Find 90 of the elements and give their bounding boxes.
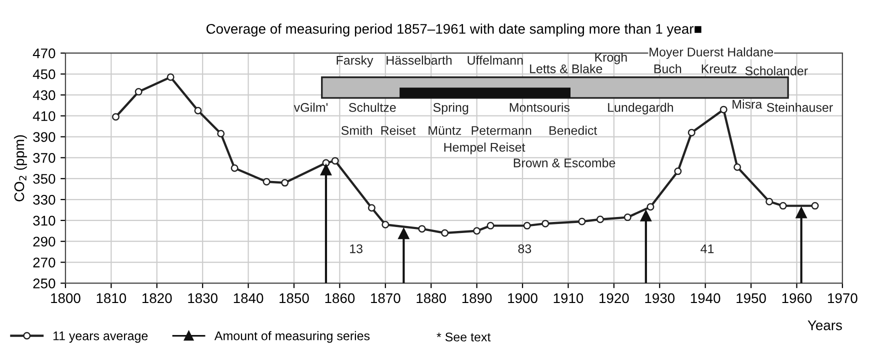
text: * See text	[436, 332, 491, 342]
x-tick-label: 1910	[554, 293, 584, 304]
annotation: Krogh	[595, 52, 627, 64]
annotation: Buch	[654, 64, 682, 74]
x-tick-label: 1970	[828, 293, 858, 304]
annotation: Hempel Reiset	[444, 142, 526, 154]
annotation: Moyer Duerst Haldane	[650, 47, 774, 59]
point	[688, 128, 696, 136]
y-tick-label: 330	[33, 194, 56, 205]
annotation: Misra	[732, 100, 762, 109]
point	[230, 164, 238, 172]
annotation: 13	[350, 244, 362, 254]
x-tick-label: 1900	[508, 293, 538, 304]
point	[734, 163, 742, 171]
annotation: Petermann	[472, 126, 532, 135]
annotation: 83	[518, 244, 532, 254]
x-tick-label: 1810	[96, 293, 126, 304]
x-tick-label: 1800	[51, 293, 80, 304]
point	[134, 88, 142, 96]
y-tick-label: 470	[32, 48, 56, 58]
x-tick-label: 1920	[600, 293, 629, 304]
point	[331, 157, 339, 165]
point	[674, 168, 682, 176]
annotation: Farsky	[336, 56, 374, 68]
y-tick-label: 290	[33, 236, 56, 247]
y-tick-label: 410	[32, 111, 56, 122]
annotation: Steinhauser	[766, 102, 833, 112]
annotation: Müntz	[428, 126, 462, 135]
point	[578, 218, 586, 226]
x-tick-label: 1930	[645, 293, 675, 304]
x-tick-label: 1830	[188, 293, 218, 304]
point	[281, 179, 289, 187]
x-tick-label: 1820	[142, 293, 172, 304]
x-tick-label: 1860	[325, 293, 355, 304]
annotation: 41	[700, 244, 714, 254]
point	[382, 220, 390, 228]
y-tick-label: 390	[33, 132, 56, 142]
annotation: Lundegardh	[608, 102, 673, 114]
point	[418, 225, 426, 233]
annotation: Brown & Escombe	[514, 158, 616, 168]
point	[112, 113, 120, 121]
x-tick-label: 1940	[690, 293, 720, 304]
point	[766, 198, 774, 206]
point	[194, 106, 202, 114]
x-tick-label: 1840	[234, 293, 264, 304]
point	[441, 229, 449, 237]
annotation: vGilm'	[294, 102, 328, 112]
point	[166, 73, 174, 81]
point	[779, 202, 787, 210]
x-tick-label: 1960	[782, 293, 812, 304]
y-tick-label: 350	[33, 174, 56, 184]
point	[646, 203, 654, 211]
x-tick-label: 1880	[416, 293, 446, 304]
x-tick-label: 1850	[280, 293, 309, 304]
annotation: Reiset	[381, 126, 416, 135]
legend-label: 11 years average	[53, 332, 148, 343]
x-tick-label: 1890	[462, 293, 492, 304]
y-tick-label: 310	[33, 216, 56, 226]
annotation: Kreutz	[702, 64, 736, 74]
annotation: Benedict	[550, 126, 598, 135]
x-axis-title: Years	[808, 320, 842, 330]
point	[473, 227, 481, 235]
y-tick-label: 250	[33, 278, 56, 288]
point	[523, 222, 531, 230]
point	[811, 202, 819, 210]
point	[368, 204, 376, 212]
point	[262, 178, 270, 186]
annotation: Hässelbarth	[386, 56, 452, 65]
point	[596, 216, 604, 224]
x-tick-label: 1950	[736, 293, 766, 304]
y-axis-title: CO$_{2}$ (ppm)	[14, 135, 27, 202]
point	[542, 220, 550, 228]
chart-title: Coverage of measuring period 1857–1961 with date sampling more than 1 year■	[206, 24, 702, 37]
point	[486, 222, 494, 230]
annotation: Letts & Blake	[530, 64, 602, 74]
point	[217, 130, 225, 138]
x-tick-label: 1870	[371, 293, 400, 304]
annotation: Scholander	[745, 66, 808, 76]
point	[624, 214, 632, 222]
y-tick-label: 370	[33, 153, 56, 163]
y-tick-label: 450	[32, 69, 56, 80]
annotation: Montsouris	[510, 102, 570, 112]
y-tick-label: 430	[32, 90, 56, 100]
y-tick-label: 270	[33, 258, 56, 268]
annotation: Schultze	[348, 102, 396, 112]
legend-label: Amount of measuring series	[214, 331, 370, 343]
annotation: Spring	[433, 102, 468, 114]
annotation: Smith	[341, 126, 372, 135]
annotation: Uffelmann	[468, 56, 523, 65]
point	[720, 106, 728, 114]
